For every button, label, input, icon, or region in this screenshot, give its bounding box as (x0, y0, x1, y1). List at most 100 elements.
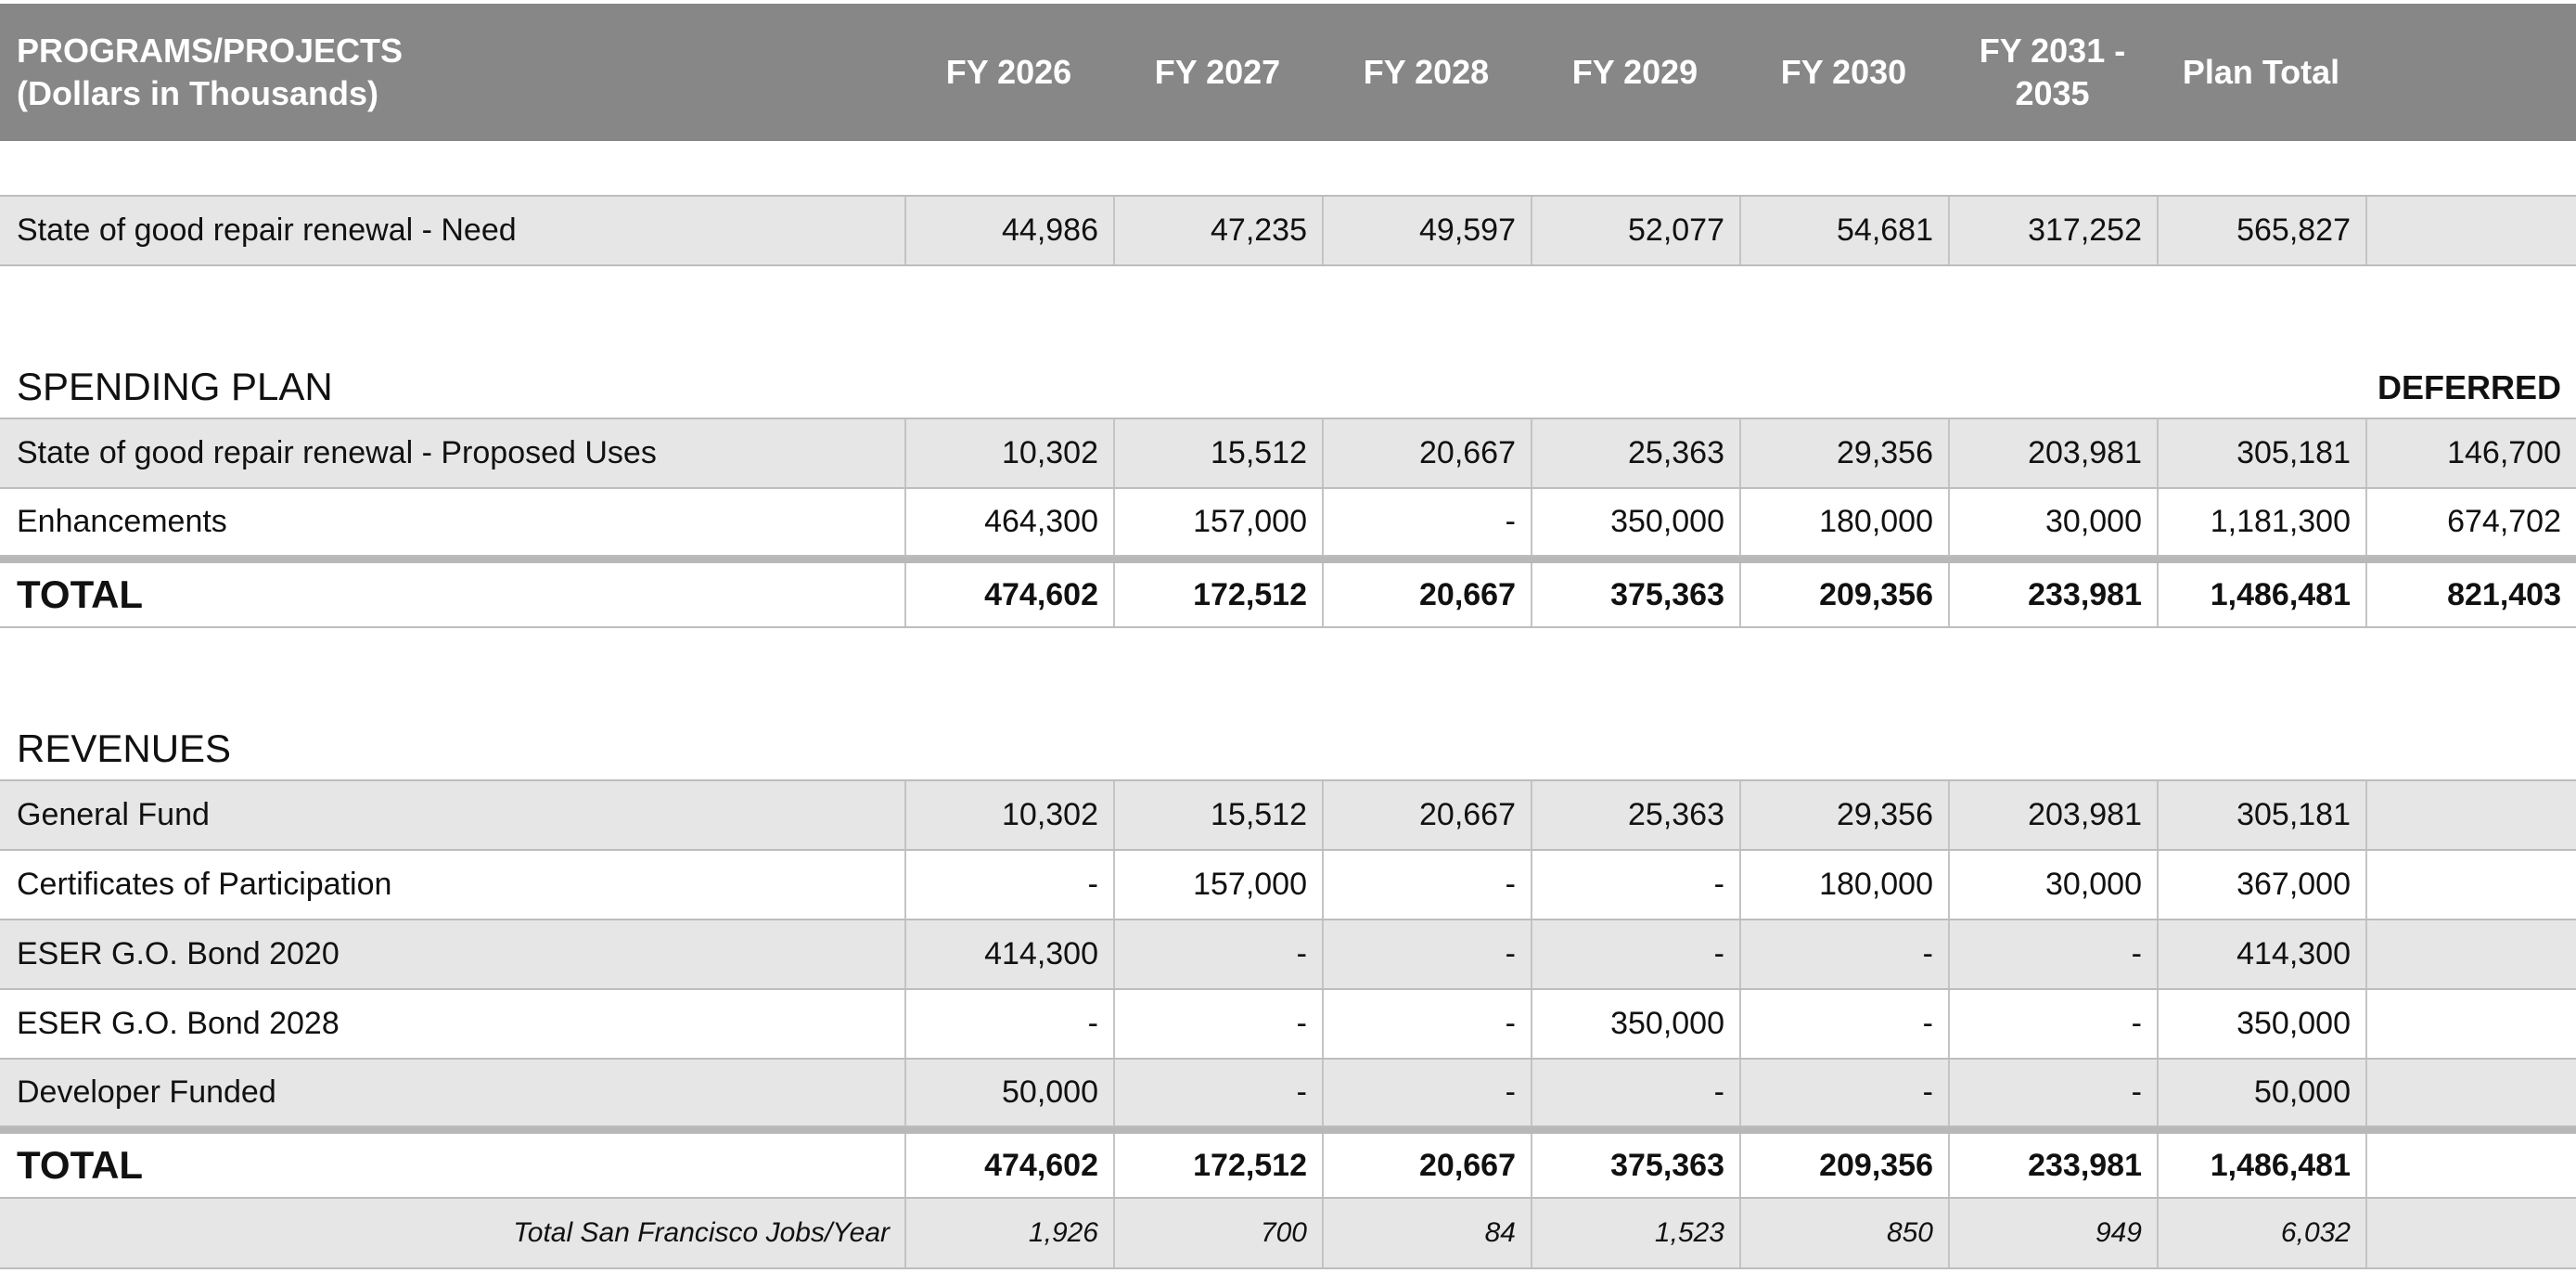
cell-value (2365, 781, 2576, 849)
header-fy2031-line2: 2035 (2015, 74, 2090, 112)
cell-value: 414,300 (904, 920, 1113, 988)
cell-value: 414,300 (2157, 920, 2365, 988)
cell-value: 20,667 (1322, 781, 1531, 849)
jobs-row: Total San Francisco Jobs/Year 1,926 700 … (0, 1199, 2576, 1269)
cell-value: 50,000 (2157, 1060, 2365, 1125)
cell-value: - (1322, 489, 1531, 555)
header-plan-total: Plan Total (2182, 53, 2340, 91)
cell-value: 375,363 (1531, 1134, 1739, 1197)
cell-value: - (1531, 851, 1739, 919)
cell-value (2365, 851, 2576, 919)
cell-value (2365, 920, 2576, 988)
cell-value: 47,235 (1113, 197, 1322, 264)
header-fy2027: FY 2027 (1154, 53, 1281, 91)
cell-value: 29,356 (1739, 419, 1948, 487)
table-row: State of good repair renewal - Proposed … (0, 418, 2576, 489)
table-row: Certificates of Participation - 157,000 … (0, 851, 2576, 920)
cell-value: 6,032 (2157, 1199, 2365, 1267)
cell-value: 305,181 (2157, 781, 2365, 849)
cell-value: 146,700 (2365, 419, 2576, 487)
cell-value: 172,512 (1113, 563, 1322, 626)
cell-value: 30,000 (1948, 851, 2157, 919)
cell-value: - (1531, 1060, 1739, 1125)
cell-value: 54,681 (1739, 197, 1948, 264)
cell-value: 25,363 (1531, 781, 1739, 849)
cell-value: 25,363 (1531, 419, 1739, 487)
header-title-line1: PROGRAMS/PROJECTS (17, 32, 404, 70)
cell-value: 20,667 (1322, 1134, 1531, 1197)
cell-value: - (1322, 990, 1531, 1058)
cell-value: 209,356 (1739, 1134, 1948, 1197)
cell-value: 50,000 (904, 1060, 1113, 1125)
cell-value: 209,356 (1739, 563, 1948, 626)
row-label: State of good repair renewal - Need (17, 212, 517, 248)
cell-value: - (1113, 920, 1322, 988)
cell-value: - (1113, 1060, 1322, 1125)
cell-value: 180,000 (1739, 851, 1948, 919)
header-fy2029: FY 2029 (1571, 53, 1698, 91)
cell-value: 367,000 (2157, 851, 2365, 919)
cell-value: 15,512 (1113, 781, 1322, 849)
table-row: Developer Funded 50,000 - - - - - 50,000 (0, 1060, 2576, 1127)
revenues-title: REVENUES (17, 727, 232, 770)
cell-value: 1,486,481 (2157, 1134, 2365, 1197)
row-label: State of good repair renewal - Proposed … (17, 435, 657, 470)
row-label: ESER G.O. Bond 2028 (17, 1006, 340, 1041)
row-label: General Fund (17, 797, 210, 832)
cell-value: 474,602 (904, 563, 1113, 626)
cell-value: 29,356 (1739, 781, 1948, 849)
revenues-total-row: TOTAL 474,602 172,512 20,667 375,363 209… (0, 1127, 2576, 1199)
header-fy2026: FY 2026 (945, 53, 1072, 91)
deferred-label: DEFERRED (2377, 368, 2561, 406)
cell-value: 30,000 (1948, 489, 2157, 555)
cell-value: 949 (1948, 1199, 2157, 1267)
header-blank (2365, 4, 2576, 141)
cell-value: 203,981 (1948, 419, 2157, 487)
spending-plan-title: SPENDING PLAN (17, 365, 333, 408)
cell-value: - (1948, 990, 2157, 1058)
row-label: Developer Funded (17, 1074, 276, 1110)
header-fy2028: FY 2028 (1363, 53, 1490, 91)
cell-value: 350,000 (1531, 489, 1739, 555)
cell-value: 305,181 (2157, 419, 2365, 487)
cell-value: 180,000 (1739, 489, 1948, 555)
cell-value: 84 (1322, 1199, 1531, 1267)
cell-value (2365, 1060, 2576, 1125)
cell-value: 474,602 (904, 1134, 1113, 1197)
cell-value: 49,597 (1322, 197, 1531, 264)
cell-value: 1,523 (1531, 1199, 1739, 1267)
cell-value: 821,403 (2365, 563, 2576, 626)
cell-value: - (1948, 920, 2157, 988)
cell-value: - (1113, 990, 1322, 1058)
total-label: TOTAL (17, 1143, 144, 1187)
cell-value (2365, 197, 2576, 264)
table-row: Enhancements 464,300 157,000 - 350,000 1… (0, 489, 2576, 557)
cell-value: 233,981 (1948, 563, 2157, 626)
header-fy2031-line1: FY 2031 - (1979, 32, 2126, 70)
cell-value: 157,000 (1113, 851, 1322, 919)
cell-value: 172,512 (1113, 1134, 1322, 1197)
cell-value: 15,512 (1113, 419, 1322, 487)
cell-value: 350,000 (2157, 990, 2365, 1058)
header-title-line2: (Dollars in Thousands) (17, 74, 379, 112)
cell-value: - (904, 990, 1113, 1058)
cell-value (2365, 1199, 2576, 1267)
cell-value: 350,000 (1531, 990, 1739, 1058)
row-label: ESER G.O. Bond 2020 (17, 936, 340, 971)
jobs-label: Total San Francisco Jobs/Year (513, 1217, 890, 1248)
cell-value: - (1739, 1060, 1948, 1125)
cell-value: - (1948, 1060, 2157, 1125)
cell-value: 317,252 (1948, 197, 2157, 264)
cell-value: 674,702 (2365, 489, 2576, 555)
row-label: Certificates of Participation (17, 867, 392, 902)
cell-value: 233,981 (1948, 1134, 2157, 1197)
table-row: General Fund 10,302 15,512 20,667 25,363… (0, 779, 2576, 851)
cell-value: 850 (1739, 1199, 1948, 1267)
cell-value: - (1739, 920, 1948, 988)
cell-value: 1,926 (904, 1199, 1113, 1267)
total-label: TOTAL (17, 572, 144, 616)
table-header: PROGRAMS/PROJECTS (Dollars in Thousands)… (0, 4, 2576, 141)
cell-value: 10,302 (904, 781, 1113, 849)
cell-value: - (1322, 920, 1531, 988)
